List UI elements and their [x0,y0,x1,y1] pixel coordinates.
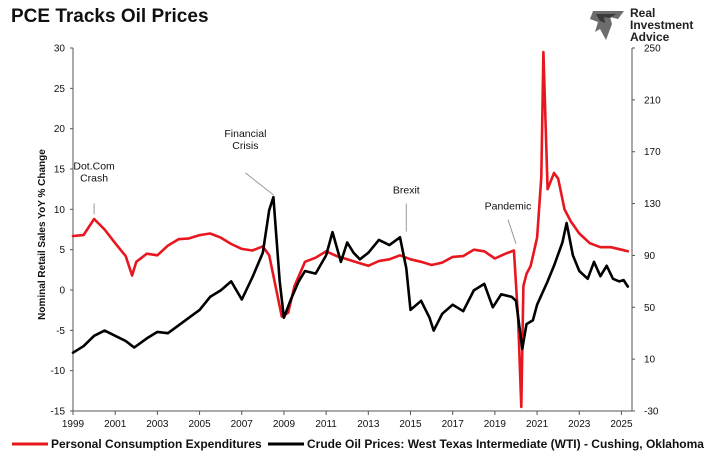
left-tick-label: 5 [59,245,65,256]
right-tick-label: 170 [644,147,661,158]
x-tick-label: 2013 [357,419,380,430]
x-tick-label: 2005 [188,419,211,430]
right-tick-label: 130 [644,199,661,210]
legend: Personal Consumption Expenditures Crude O… [12,437,704,451]
annotation-label: Financial [224,128,266,140]
left-tick-label: 20 [54,124,66,135]
x-tick-label: 2025 [610,419,633,430]
left-tick-label: 0 [59,286,65,297]
left-tick-label: 15 [54,165,66,176]
annotation-label: Dot.Com [73,160,115,172]
right-tick-label: 250 [644,44,661,55]
annotation-pointer [507,219,517,244]
annotation-label: Crisis [232,140,258,152]
annotation-label: Pandemic [485,201,532,213]
chart-title: PCE Tracks Oil Prices [11,6,209,27]
x-tick-label: 2003 [146,419,169,430]
x-axis-ticks: 1999 2001 2003 2005 2007 2009 2011 2013 2015 2017… [62,411,633,430]
series-line-wti-oil [71,195,630,355]
eagle-icon [590,11,624,40]
annotation-pointer [245,172,274,196]
right-tick-label: 90 [644,251,656,262]
left-tick-label: -5 [56,326,65,337]
left-tick-label: -15 [51,407,66,418]
x-tick-label: 2021 [526,419,549,430]
annotation-label: Brexit [393,185,420,197]
left-tick-label: 30 [54,44,66,55]
series-group [71,50,630,409]
left-tick-label: 10 [54,205,66,216]
logo-text-line-1: Real [630,6,655,20]
right-tick-label: -30 [644,407,659,418]
x-tick-label: 2007 [231,419,254,430]
right-tick-label: 210 [644,95,661,106]
logo-text-line-3: Advice [630,30,670,44]
y-axis-label: Nominal Retail Sales YoY % Change [37,149,48,320]
x-tick-label: 2019 [484,419,507,430]
series-line-pce [71,50,630,409]
x-tick-label: 2009 [273,419,296,430]
x-tick-label: 2011 [315,419,337,430]
right-tick-label: 50 [644,303,656,314]
x-tick-label: 2001 [104,419,127,430]
annotation-label: Crash [80,172,108,184]
x-tick-label: 2015 [399,419,422,430]
legend-label: Personal Consumption Expenditures [51,437,262,451]
right-tick-label: 10 [644,355,656,366]
logo: Real Investment Advice [590,6,693,44]
x-tick-label: 2017 [442,419,465,430]
left-tick-label: -10 [51,366,66,377]
axes [72,48,633,412]
left-tick-label: 25 [54,84,66,95]
x-tick-label: 2023 [568,419,591,430]
right-axis-ticks: 250 210 170 130 90 50 10 -30 [632,44,661,418]
x-tick-label: 1999 [62,419,85,430]
left-axis-ticks: 30 25 20 15 10 5 0 -5 -10 -15 [51,44,73,418]
legend-label: Crude Oil Prices: West Texas Intermediat… [307,437,704,451]
logo-text-line-2: Investment [630,18,693,32]
